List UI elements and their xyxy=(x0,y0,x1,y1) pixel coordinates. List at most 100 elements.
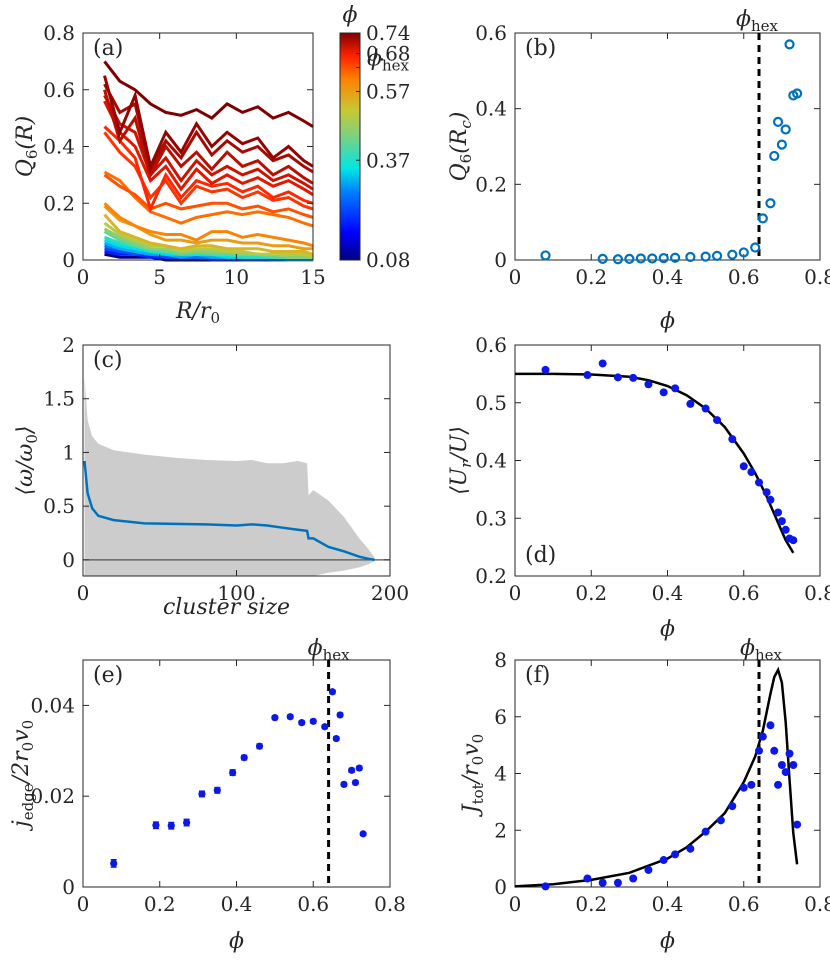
y-tick-label: 4 xyxy=(494,762,507,786)
ur-point xyxy=(686,399,695,408)
q6-line-phi-0.6 xyxy=(103,202,314,248)
panel-b: 0 0.2 0.4 0.6 0.8 0 0.2 0.4 0.6 (b) ϕhex ϕ Q6(Rc) xyxy=(447,7,830,334)
y-tick-label: 6 xyxy=(494,705,507,729)
y-tick-label: 0.2 xyxy=(475,172,507,196)
ur-point xyxy=(671,384,680,393)
q6-point xyxy=(776,139,787,150)
panel-label: (f) xyxy=(525,663,550,688)
q6-point xyxy=(792,88,803,99)
y-tick-label: 0.4 xyxy=(475,97,507,121)
j-edge-point xyxy=(351,778,360,787)
j-edge-point xyxy=(198,790,206,798)
y-tick-label: 0.8 xyxy=(43,21,75,45)
fit-curve xyxy=(515,372,795,554)
ur-point xyxy=(598,359,607,368)
ur-point xyxy=(777,517,786,526)
q6-point xyxy=(757,213,768,224)
phi-hex-annotation: ϕhex xyxy=(308,636,351,664)
y-axis-label: jedge/2r0v0 xyxy=(9,720,37,832)
x-axis-label: R/r0 xyxy=(175,299,220,327)
x-tick-label: 0 xyxy=(509,265,522,289)
j-tot-point xyxy=(758,732,767,741)
j-tot-point xyxy=(598,878,607,887)
q6-point xyxy=(772,116,784,128)
q6-point xyxy=(658,253,669,264)
q6-line-phi-0.64 xyxy=(103,173,314,219)
j-edge-point xyxy=(298,719,306,727)
y-tick-label: 1 xyxy=(62,440,75,464)
panel-label: (c) xyxy=(93,348,123,373)
q6-point xyxy=(597,253,608,264)
y-axis-label: ⟨ω/ω0⟩ xyxy=(13,425,41,495)
q6-line-phi-0.7 xyxy=(103,94,314,191)
y-tick-label: 2 xyxy=(62,333,75,357)
j-tot-point xyxy=(770,746,779,755)
phi-hex-annotation: ϕhex xyxy=(736,7,779,35)
y-tick-label: 0 xyxy=(494,875,507,899)
x-tick-label: 0.4 xyxy=(652,892,684,916)
colorbar-tick-label: 0.57 xyxy=(366,79,411,103)
y-tick-label: 0.02 xyxy=(30,784,75,808)
j-edge-point xyxy=(309,717,317,725)
j-tot-point xyxy=(644,865,653,874)
q6-point xyxy=(700,251,711,262)
ur-point xyxy=(781,525,790,534)
x-tick-label: 0.8 xyxy=(374,892,406,916)
j-edge-point xyxy=(271,714,279,722)
x-tick-label: 15 xyxy=(300,265,325,289)
x-tick-label: 0.2 xyxy=(144,892,176,916)
q6-point xyxy=(727,249,738,260)
j-edge-point xyxy=(332,734,340,743)
x-tick-label: 0.6 xyxy=(728,265,760,289)
j-tot-point xyxy=(671,850,680,859)
j-tot-point xyxy=(686,844,695,853)
x-axis-label: ϕ xyxy=(660,929,675,954)
y-tick-label: 0.04 xyxy=(30,693,75,717)
y-axis-label: Q6(R) xyxy=(13,116,41,177)
y-tick-label: 0.4 xyxy=(475,449,507,473)
ur-point xyxy=(629,373,638,382)
mean-omega-line xyxy=(83,460,375,562)
x-tick-label: 0.2 xyxy=(575,892,607,916)
j-edge-point xyxy=(348,766,356,774)
x-tick-label: 100 xyxy=(217,581,255,605)
y-tick-label: 0 xyxy=(62,548,75,572)
q6-line-phi-0.62 xyxy=(103,170,314,228)
j-edge-point xyxy=(286,713,294,721)
y-axis-label: Jtot/r0v0 xyxy=(459,734,487,817)
y-tick-label: 0.6 xyxy=(475,333,507,357)
x-tick-label: 0.6 xyxy=(297,892,329,916)
y-tick-label: 0.6 xyxy=(43,78,75,102)
q6-point xyxy=(540,250,551,261)
j-edge-point xyxy=(167,822,175,830)
x-tick-label: 0 xyxy=(77,581,90,605)
x-axis-label: ϕ xyxy=(660,617,675,642)
ur-point xyxy=(739,462,748,471)
panel-label: (e) xyxy=(93,663,123,688)
x-axis-label: ϕ xyxy=(660,309,675,334)
axes-box xyxy=(514,32,821,261)
y-tick-label: 0 xyxy=(62,875,75,899)
j-tot-point xyxy=(629,874,638,883)
x-tick-label: 5 xyxy=(153,265,166,289)
panel-d: 0 0.2 0.4 0.6 0.80.20.30.40.50.6(d)ϕ⟨Ur/U⟩ xyxy=(447,333,830,642)
j-edge-point xyxy=(183,818,191,827)
q6-line-phi-0.54 xyxy=(103,213,314,256)
x-tick-label: 200 xyxy=(371,581,409,605)
axes-box xyxy=(82,659,391,888)
panel-label-corner: (d) xyxy=(525,543,556,568)
panel-c: 0 100 200 0 0.5 1 1.5 2 (c) cluster size ⟨ω/ω0⟩ xyxy=(13,333,409,620)
j-tot-point xyxy=(789,760,798,769)
j-tot-point xyxy=(781,768,790,777)
ur-point xyxy=(541,365,550,374)
ur-point xyxy=(713,416,722,425)
ur-point xyxy=(762,488,771,497)
j-edge-point xyxy=(240,754,248,762)
j-edge-point xyxy=(340,780,348,788)
y-tick-label: 0 xyxy=(62,248,75,272)
ur-point xyxy=(755,478,763,487)
x-tick-label: 0.8 xyxy=(804,581,830,605)
panel-label: (a) xyxy=(93,36,123,61)
y-tick-label: 0.3 xyxy=(475,506,507,530)
y-axis-label: Q6(Rc) xyxy=(447,112,475,182)
